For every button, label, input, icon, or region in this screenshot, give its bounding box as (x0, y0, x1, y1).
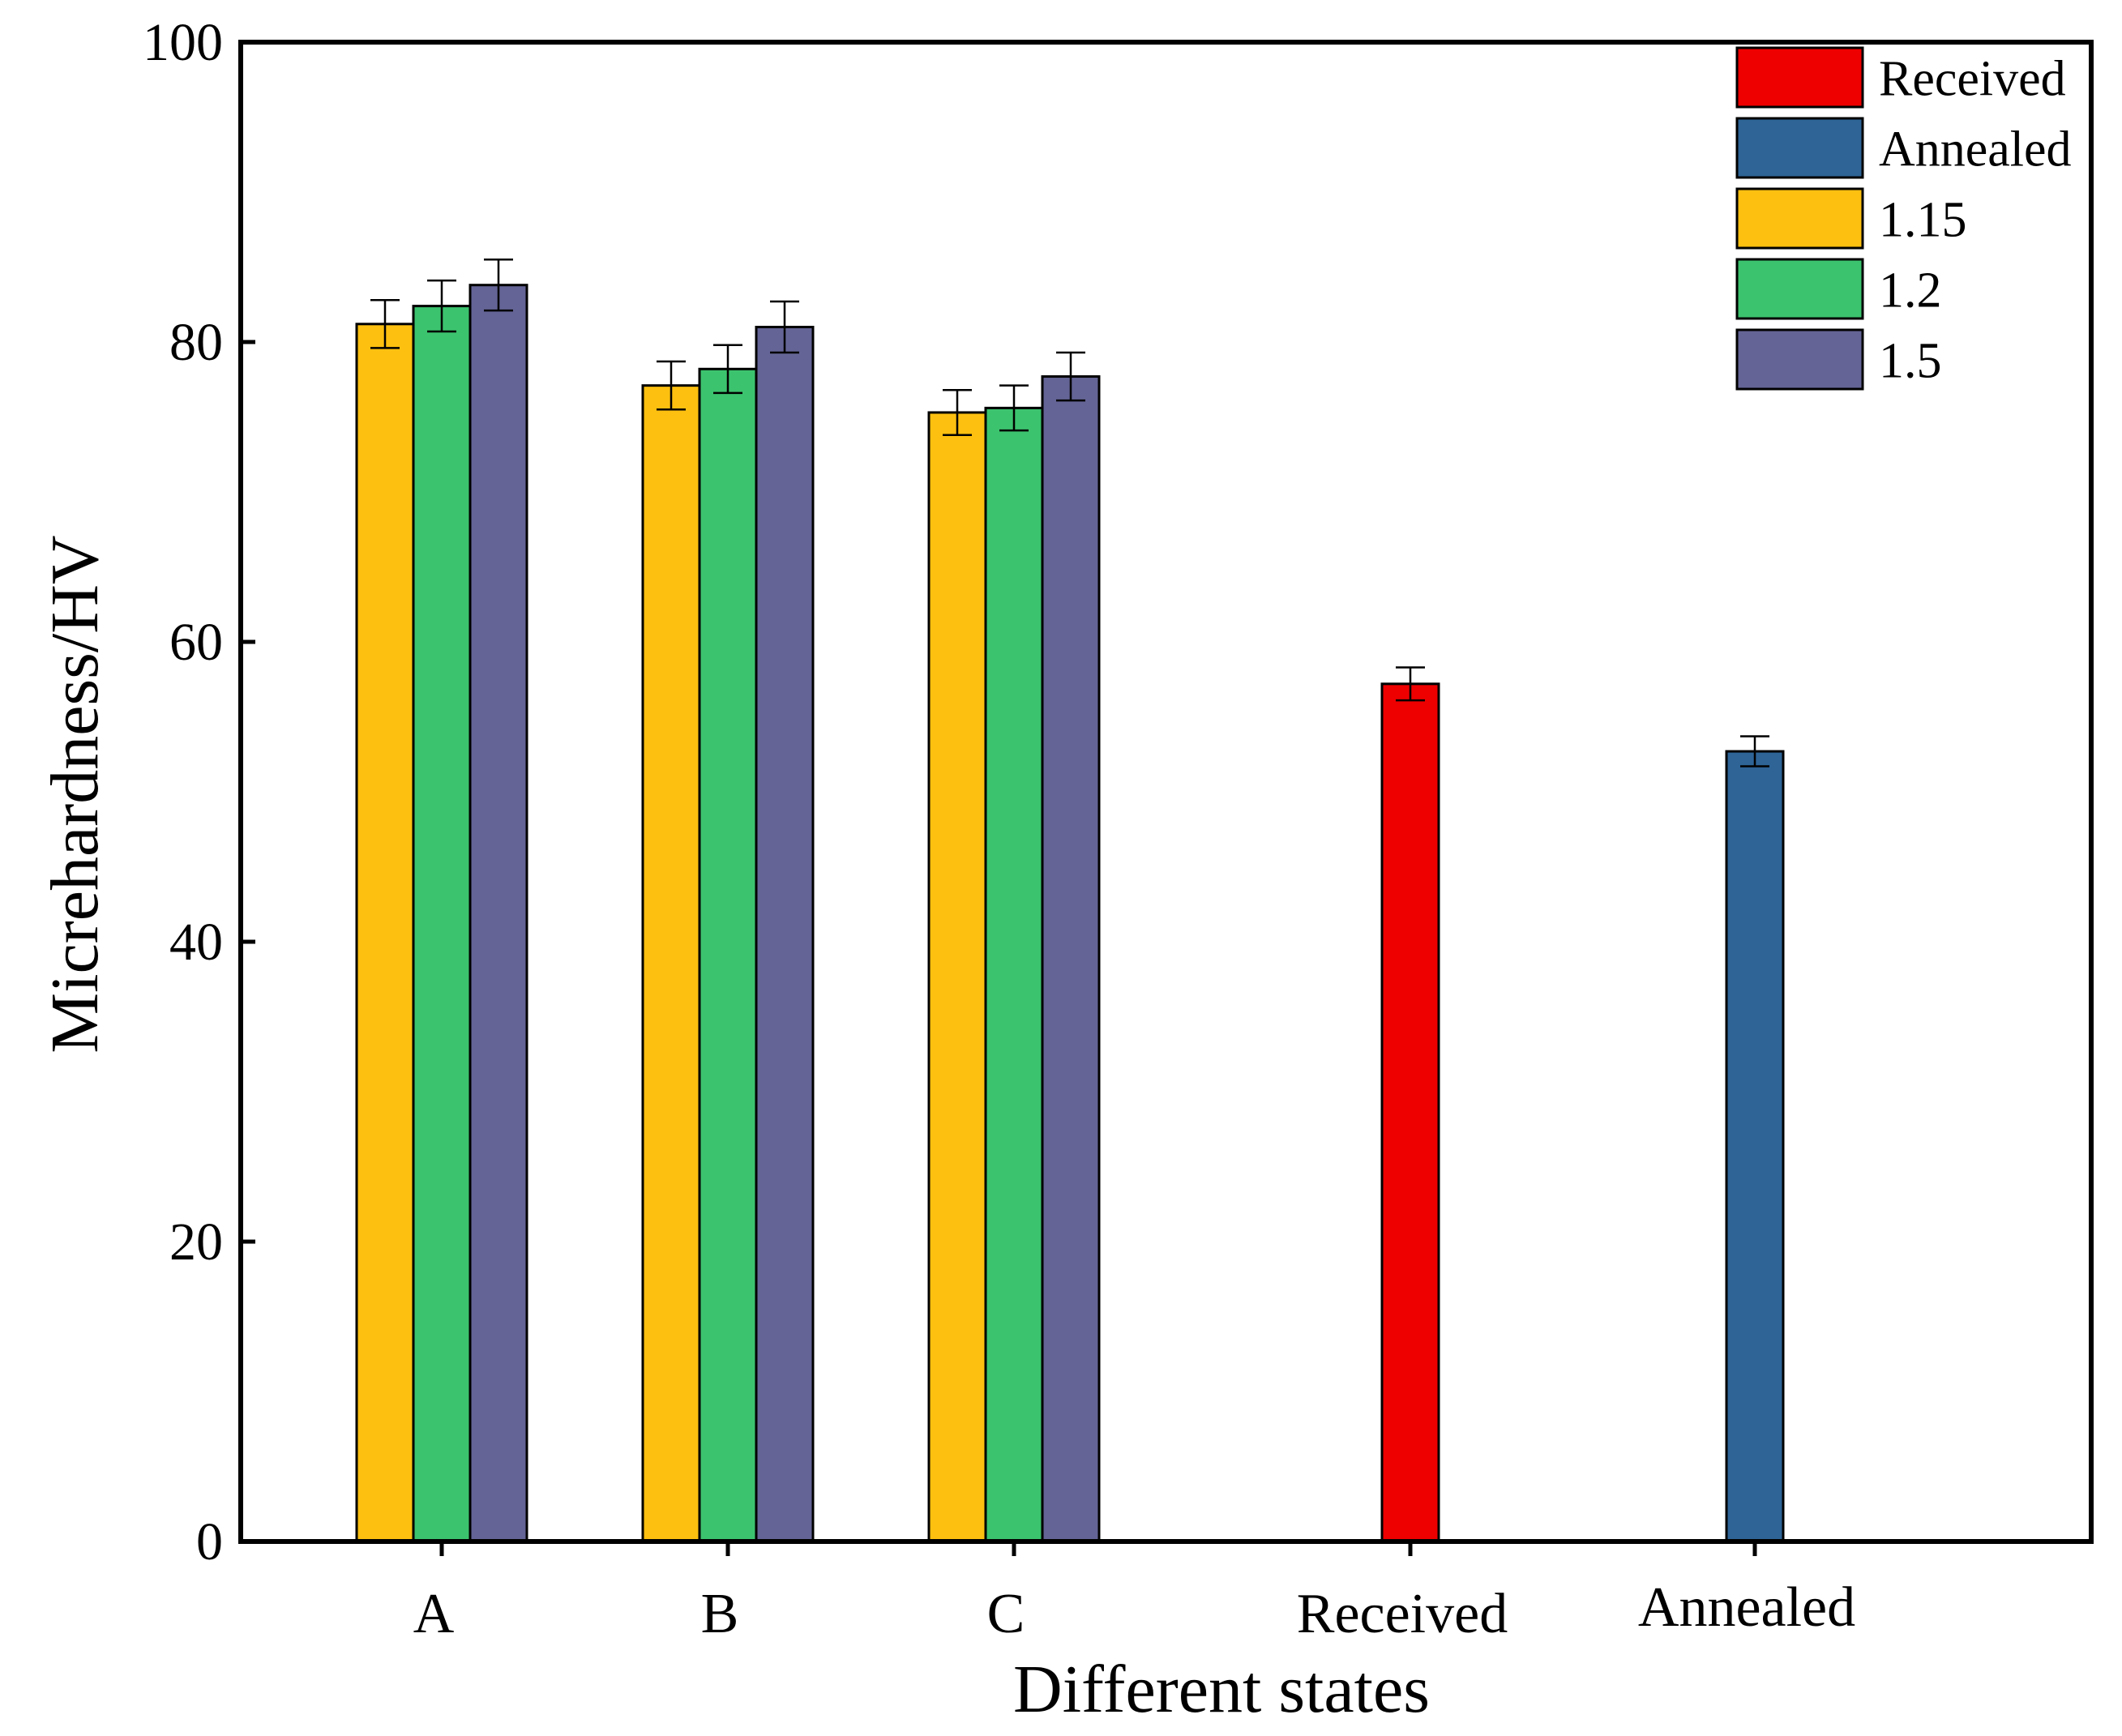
bar-a-1-15 (355, 323, 415, 1543)
bar-c-1-15 (927, 411, 987, 1543)
y-tick-label: 40 (169, 913, 223, 972)
x-category-label-annealed: Annealed (1638, 1576, 1855, 1639)
x-category-label-c: C (987, 1583, 1025, 1645)
bars-layer (355, 284, 1785, 1543)
error-bars-layer (370, 259, 1769, 768)
y-tick-label: 80 (169, 313, 223, 372)
legend-swatch-1-2 (1735, 258, 1864, 320)
y-tick-label: 60 (169, 613, 223, 672)
x-axis-title: Different states (1013, 1652, 1430, 1727)
legend-label-1-15: 1.15 (1879, 193, 1967, 248)
legend-swatch-1-5 (1735, 328, 1864, 391)
plot-frame (238, 40, 2094, 1544)
bar-b-1-5 (755, 326, 815, 1543)
y-axis-title: Micrehardness/HV (37, 535, 113, 1053)
legend-label-annealed: Annealed (1879, 122, 2072, 177)
y-axis-ticks: 0 20 40 60 80 100 (143, 13, 255, 1571)
legend-label-1-2: 1.2 (1879, 263, 1942, 319)
legend-swatch-1-15 (1735, 187, 1864, 250)
legend: Received Annealed 1.15 1.2 1.5 (1735, 46, 2072, 391)
legend-swatch-annealed (1735, 117, 1864, 179)
x-category-label-a: A (413, 1583, 455, 1645)
y-tick-label: 100 (143, 13, 223, 72)
y-tick-label: 0 (196, 1512, 223, 1571)
bar-a-1-2 (412, 305, 472, 1543)
x-category-label-received: Received (1297, 1583, 1508, 1645)
bar-b-1-15 (641, 384, 701, 1543)
bar-c-1-5 (1041, 375, 1101, 1543)
bar-received-received (1380, 682, 1440, 1543)
y-tick-label: 20 (169, 1212, 223, 1272)
bar-c-1-2 (984, 406, 1044, 1543)
x-axis-category-labels: A B C Received Annealed (413, 1541, 1855, 1645)
legend-label-1-5: 1.5 (1879, 334, 1942, 389)
legend-label-received: Received (1879, 52, 2066, 107)
legend-swatch-received (1735, 46, 1864, 109)
bar-a-1-5 (468, 284, 528, 1543)
bar-annealed-annealed (1725, 750, 1785, 1543)
bar-b-1-2 (698, 367, 758, 1543)
x-category-label-b: B (701, 1583, 739, 1645)
